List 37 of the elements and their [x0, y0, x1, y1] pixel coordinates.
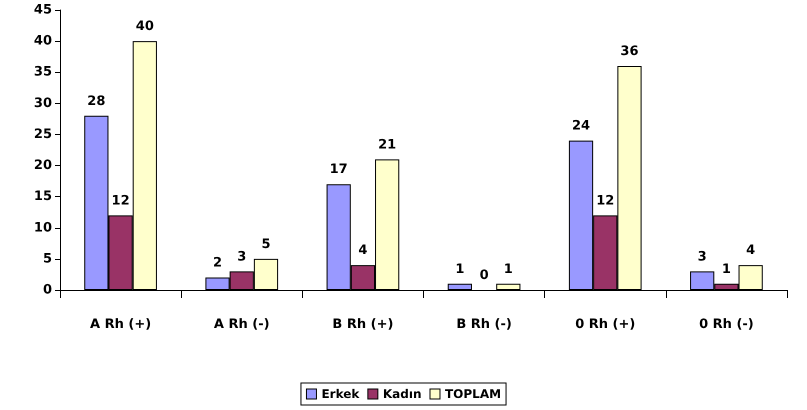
data-label: 3: [698, 249, 707, 264]
data-label: 24: [572, 118, 590, 134]
data-label: 1: [722, 262, 731, 277]
y-tick-label: 45: [34, 2, 52, 18]
legend-label: Erkek: [321, 387, 360, 401]
data-label: 17: [330, 162, 348, 178]
data-label: 1: [504, 262, 513, 277]
y-tick-label: 5: [42, 251, 52, 266]
data-label: 12: [596, 193, 614, 208]
data-label: 4: [358, 243, 368, 258]
data-label: 4: [746, 243, 756, 258]
data-label: 2: [212, 256, 222, 271]
data-label: 40: [136, 19, 154, 34]
data-label: 5: [261, 236, 271, 252]
x-tick-label: 0 Rh (-): [699, 317, 754, 332]
y-tick-label: 0: [42, 282, 52, 298]
y-tick-label: 30: [34, 96, 52, 111]
x-tick-label: B Rh (+): [332, 317, 394, 332]
y-tick-label: 35: [34, 64, 52, 80]
x-tick-label: A Rh (-): [214, 317, 270, 332]
data-label: 36: [620, 44, 639, 59]
data-label: 21: [378, 137, 396, 152]
legend-label: TOPLAM: [444, 387, 502, 401]
x-tick-label: 0 Rh (+): [575, 317, 636, 332]
data-label: 1: [455, 262, 464, 277]
data-label: 0: [480, 268, 489, 283]
x-tick-label: A Rh (+): [90, 317, 152, 332]
data-label: 28: [87, 94, 106, 109]
y-tick-label: 20: [34, 158, 52, 174]
legend-label: Kadın: [382, 387, 422, 401]
x-tick-label: B Rh (-): [456, 317, 512, 332]
data-label: 12: [112, 193, 130, 208]
y-tick-label: 40: [34, 34, 52, 49]
data-label: 3: [237, 249, 246, 264]
y-tick-label: 15: [34, 189, 52, 204]
y-tick-label: 10: [34, 220, 52, 236]
y-tick-label: 25: [34, 126, 52, 142]
